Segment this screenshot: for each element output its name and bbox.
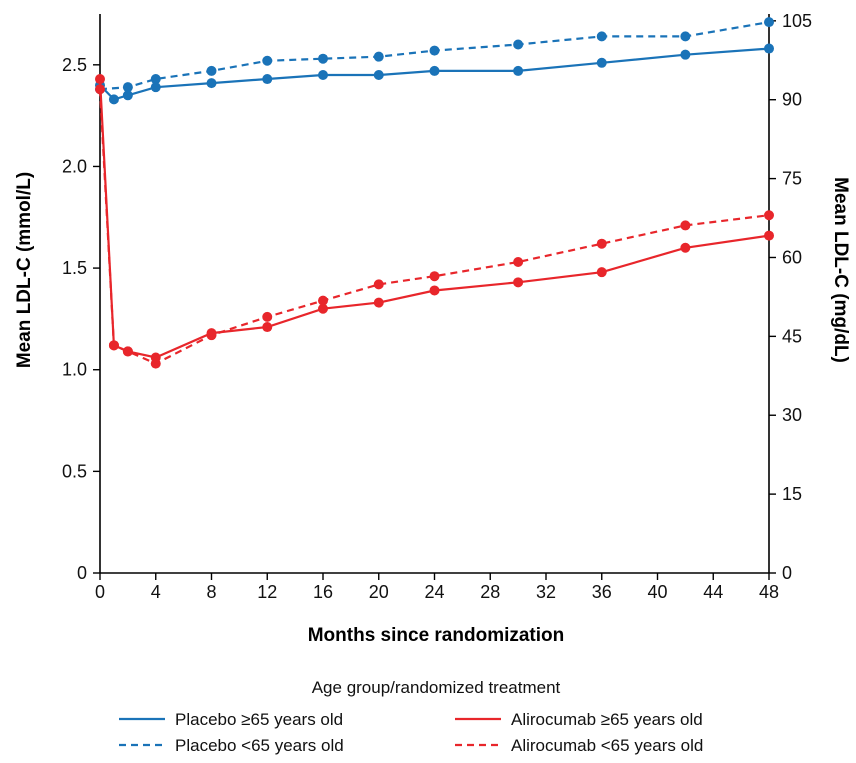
y-right-tick-label: 30 — [782, 405, 802, 425]
legend-item: Placebo ≥65 years old — [119, 710, 343, 729]
data-point — [108, 340, 119, 351]
y-right-tick-label: 15 — [782, 484, 802, 504]
y-right-tick-label: 90 — [782, 90, 802, 110]
series-group — [95, 43, 774, 105]
x-tick-label: 36 — [592, 582, 612, 602]
data-point — [429, 45, 440, 56]
data-point — [318, 295, 328, 306]
data-point — [764, 43, 774, 54]
y-right-tick-label: 105 — [782, 11, 812, 31]
x-tick-label: 32 — [536, 582, 556, 602]
x-tick-label: 44 — [703, 582, 723, 602]
y-right-tick-label: 0 — [782, 563, 792, 583]
data-point — [429, 271, 440, 282]
data-point — [680, 49, 691, 60]
series-line — [98, 78, 770, 359]
legend: Placebo ≥65 years old Placebo <65 years o… — [119, 710, 703, 755]
series-line — [98, 89, 770, 365]
data-point — [680, 242, 691, 253]
y-left-tick-label: 2.5 — [62, 55, 87, 75]
y-left-tick-label: 2.0 — [62, 156, 87, 176]
y-left-tick-label: 0.5 — [62, 461, 87, 481]
y-axis-right-title: Mean LDL-C (mg/dL) — [830, 177, 851, 363]
chart-axes: 0 4 8 12 16 20 24 28 32 36 40 44 4800.51.01.52.02.50… — [62, 11, 812, 602]
series-group — [95, 74, 774, 363]
y-right-tick-label: 75 — [782, 169, 802, 189]
data-point — [262, 74, 273, 85]
x-tick-label: 28 — [480, 582, 500, 602]
y-right-tick-label: 45 — [782, 326, 802, 346]
data-point — [373, 279, 384, 290]
data-point — [764, 210, 774, 221]
data-point — [373, 297, 384, 308]
legend-item: Placebo <65 years old — [119, 736, 344, 755]
x-tick-label: 8 — [206, 582, 216, 602]
data-point — [206, 330, 217, 341]
data-point — [206, 65, 217, 76]
y-left-tick-label: 0 — [77, 563, 87, 583]
data-point — [150, 358, 161, 369]
data-point — [429, 285, 440, 296]
data-point — [150, 74, 161, 85]
series-group — [95, 17, 774, 95]
data-point — [680, 220, 691, 231]
y-left-tick-label: 1.5 — [62, 258, 87, 278]
legend-item: Alirocumab <65 years old — [455, 736, 703, 755]
legend-label: Alirocumab <65 years old — [511, 736, 703, 755]
data-point — [513, 277, 524, 288]
y-axis-left-title: Mean LDL-C (mmol/L) — [14, 172, 35, 368]
data-point — [513, 65, 524, 76]
legend-label: Placebo ≥65 years old — [175, 710, 343, 729]
plot-area — [95, 17, 774, 369]
data-point — [373, 69, 384, 80]
data-point — [596, 57, 607, 68]
legend-label: Alirocumab ≥65 years old — [511, 710, 703, 729]
x-axis-title: Months since randomization — [308, 625, 565, 646]
x-tick-label: 20 — [369, 582, 389, 602]
data-point — [318, 53, 328, 64]
data-point — [122, 346, 133, 357]
data-point — [429, 65, 440, 76]
data-point — [95, 74, 105, 85]
data-point — [596, 267, 607, 278]
legend-label: Placebo <65 years old — [175, 736, 344, 755]
data-point — [680, 31, 691, 42]
data-point — [596, 31, 607, 42]
x-tick-label: 12 — [257, 582, 277, 602]
x-tick-label: 24 — [424, 582, 444, 602]
data-point — [262, 311, 273, 322]
x-tick-label: 40 — [647, 582, 667, 602]
legend-title: Age group/randomized treatment — [312, 678, 561, 697]
data-point — [108, 94, 119, 105]
data-point — [262, 55, 273, 66]
series-group — [95, 84, 774, 369]
x-tick-label: 0 — [95, 582, 105, 602]
legend-item: Alirocumab ≥65 years old — [455, 710, 703, 729]
data-point — [262, 322, 273, 333]
data-point — [513, 39, 524, 50]
data-point — [150, 82, 161, 93]
data-point — [373, 51, 384, 62]
data-point — [513, 256, 524, 267]
data-point — [596, 238, 607, 249]
data-point — [206, 78, 217, 89]
data-point — [122, 82, 133, 93]
data-point — [122, 90, 133, 101]
data-point — [95, 84, 105, 95]
data-point — [764, 230, 774, 241]
x-tick-label: 48 — [759, 582, 779, 602]
y-left-tick-label: 1.0 — [62, 360, 87, 380]
data-point — [318, 303, 328, 314]
data-point — [764, 17, 774, 28]
data-point — [318, 69, 328, 80]
x-tick-label: 16 — [313, 582, 333, 602]
x-tick-label: 4 — [151, 582, 161, 602]
y-right-tick-label: 60 — [782, 247, 802, 267]
